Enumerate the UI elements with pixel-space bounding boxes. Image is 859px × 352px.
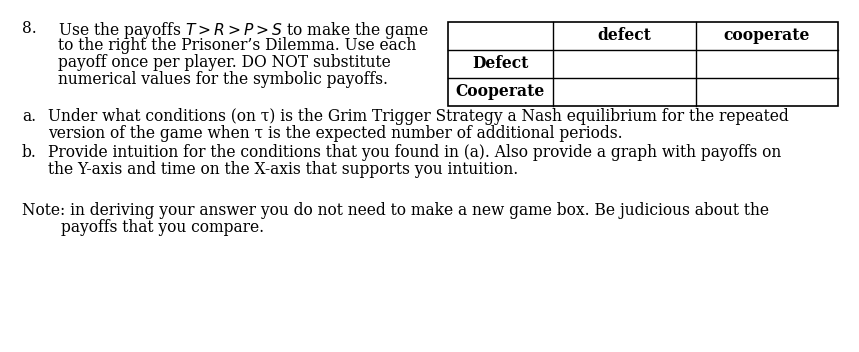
- Text: numerical values for the symbolic payoffs.: numerical values for the symbolic payoff…: [58, 71, 388, 88]
- Text: Cooperate: Cooperate: [456, 83, 545, 101]
- Text: cooperate: cooperate: [724, 27, 810, 44]
- Text: payoffs that you compare.: payoffs that you compare.: [22, 219, 264, 236]
- Text: 8.: 8.: [22, 20, 37, 37]
- Text: the Y-axis and time on the X-axis that supports you intuition.: the Y-axis and time on the X-axis that s…: [48, 161, 518, 178]
- Text: Defect: Defect: [472, 56, 528, 73]
- Text: version of the game when τ is the expected number of additional periods.: version of the game when τ is the expect…: [48, 125, 623, 142]
- Text: defect: defect: [598, 27, 651, 44]
- Text: Note: in deriving your answer you do not need to make a new game box. Be judicio: Note: in deriving your answer you do not…: [22, 202, 769, 219]
- Text: Under what conditions (on τ) is the Grim Trigger Strategy a Nash equilibrium for: Under what conditions (on τ) is the Grim…: [48, 108, 789, 125]
- Bar: [448, 22, 838, 106]
- Text: Use the payoffs $T$$>$$R$$>$$P$$>$$S$ to make the game: Use the payoffs $T$$>$$R$$>$$P$$>$$S$ to…: [58, 20, 429, 41]
- Text: a.: a.: [22, 108, 36, 125]
- Text: to the right the Prisoner’s Dilemma. Use each: to the right the Prisoner’s Dilemma. Use…: [58, 37, 417, 54]
- Text: b.: b.: [22, 144, 37, 161]
- Text: Provide intuition for the conditions that you found in (a). Also provide a graph: Provide intuition for the conditions tha…: [48, 144, 781, 161]
- Text: payoff once per player. DO NOT substitute: payoff once per player. DO NOT substitut…: [58, 54, 391, 71]
